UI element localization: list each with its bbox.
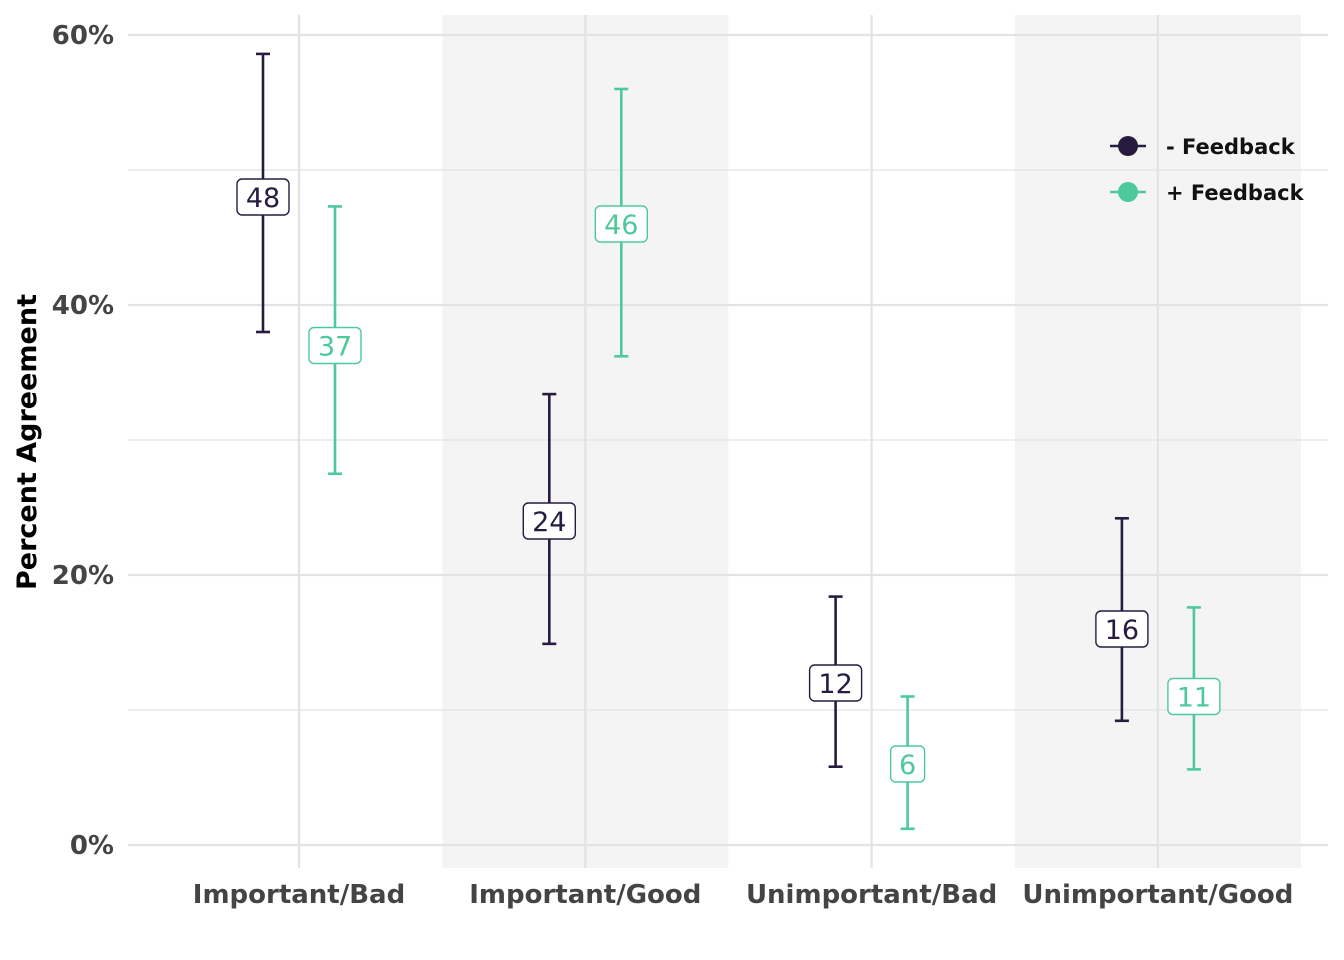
data-label-box (1167, 677, 1221, 716)
y-tick-label: 60% (52, 21, 114, 51)
error-bar: 16 (1095, 516, 1149, 723)
error-bar: 6 (889, 695, 926, 831)
data-label-box (594, 205, 648, 243)
grid-lines (128, 15, 1328, 868)
legend: - Feedback + Feedback (1110, 135, 1305, 205)
error-bar: 11 (1167, 606, 1221, 771)
data-label-box (889, 745, 926, 783)
error-bar: 46 (594, 87, 648, 358)
error-bar: 48 (236, 52, 290, 334)
data-label: 11 (1177, 683, 1211, 714)
data-label-box (236, 178, 290, 216)
data-label: 6 (899, 750, 916, 781)
x-tick-label: Unimportant/Good (1022, 880, 1293, 910)
data-label: 37 (318, 332, 352, 363)
y-tick-label: 20% (52, 561, 114, 591)
legend-item: - Feedback (1110, 135, 1296, 159)
x-tick-label: Important/Good (469, 880, 701, 910)
legend-label: + Feedback (1166, 181, 1305, 205)
data-label: 12 (818, 669, 852, 700)
legend-marker (1118, 182, 1138, 202)
error-bars: 48 24 12 16 37 46 6 11 (236, 52, 1221, 831)
x-tick-label: Important/Bad (193, 880, 405, 910)
data-label-box (308, 326, 362, 365)
error-bar: 37 (308, 205, 362, 476)
data-label-box (1095, 610, 1149, 648)
y-tick-label: 40% (52, 291, 114, 321)
data-label: 46 (604, 210, 638, 241)
y-axis-title: Percent Agreement (12, 294, 43, 590)
data-label: 48 (246, 183, 280, 214)
y-axis-ticks: 0% 20% 40% 60% (52, 21, 114, 861)
legend-item: + Feedback (1110, 181, 1305, 205)
data-label-box (522, 502, 576, 540)
error-bar: 24 (522, 392, 576, 646)
legend-label: - Feedback (1166, 135, 1296, 159)
data-label: 24 (532, 507, 566, 538)
data-label: 16 (1105, 615, 1139, 646)
error-bar: 12 (808, 595, 863, 769)
data-label-box (808, 664, 863, 702)
x-tick-label: Unimportant/Bad (746, 880, 997, 910)
x-axis-ticks: Important/Bad Important/Good Unimportant/B… (193, 880, 1294, 910)
y-tick-label: 0% (70, 831, 114, 861)
legend-marker (1118, 136, 1138, 156)
